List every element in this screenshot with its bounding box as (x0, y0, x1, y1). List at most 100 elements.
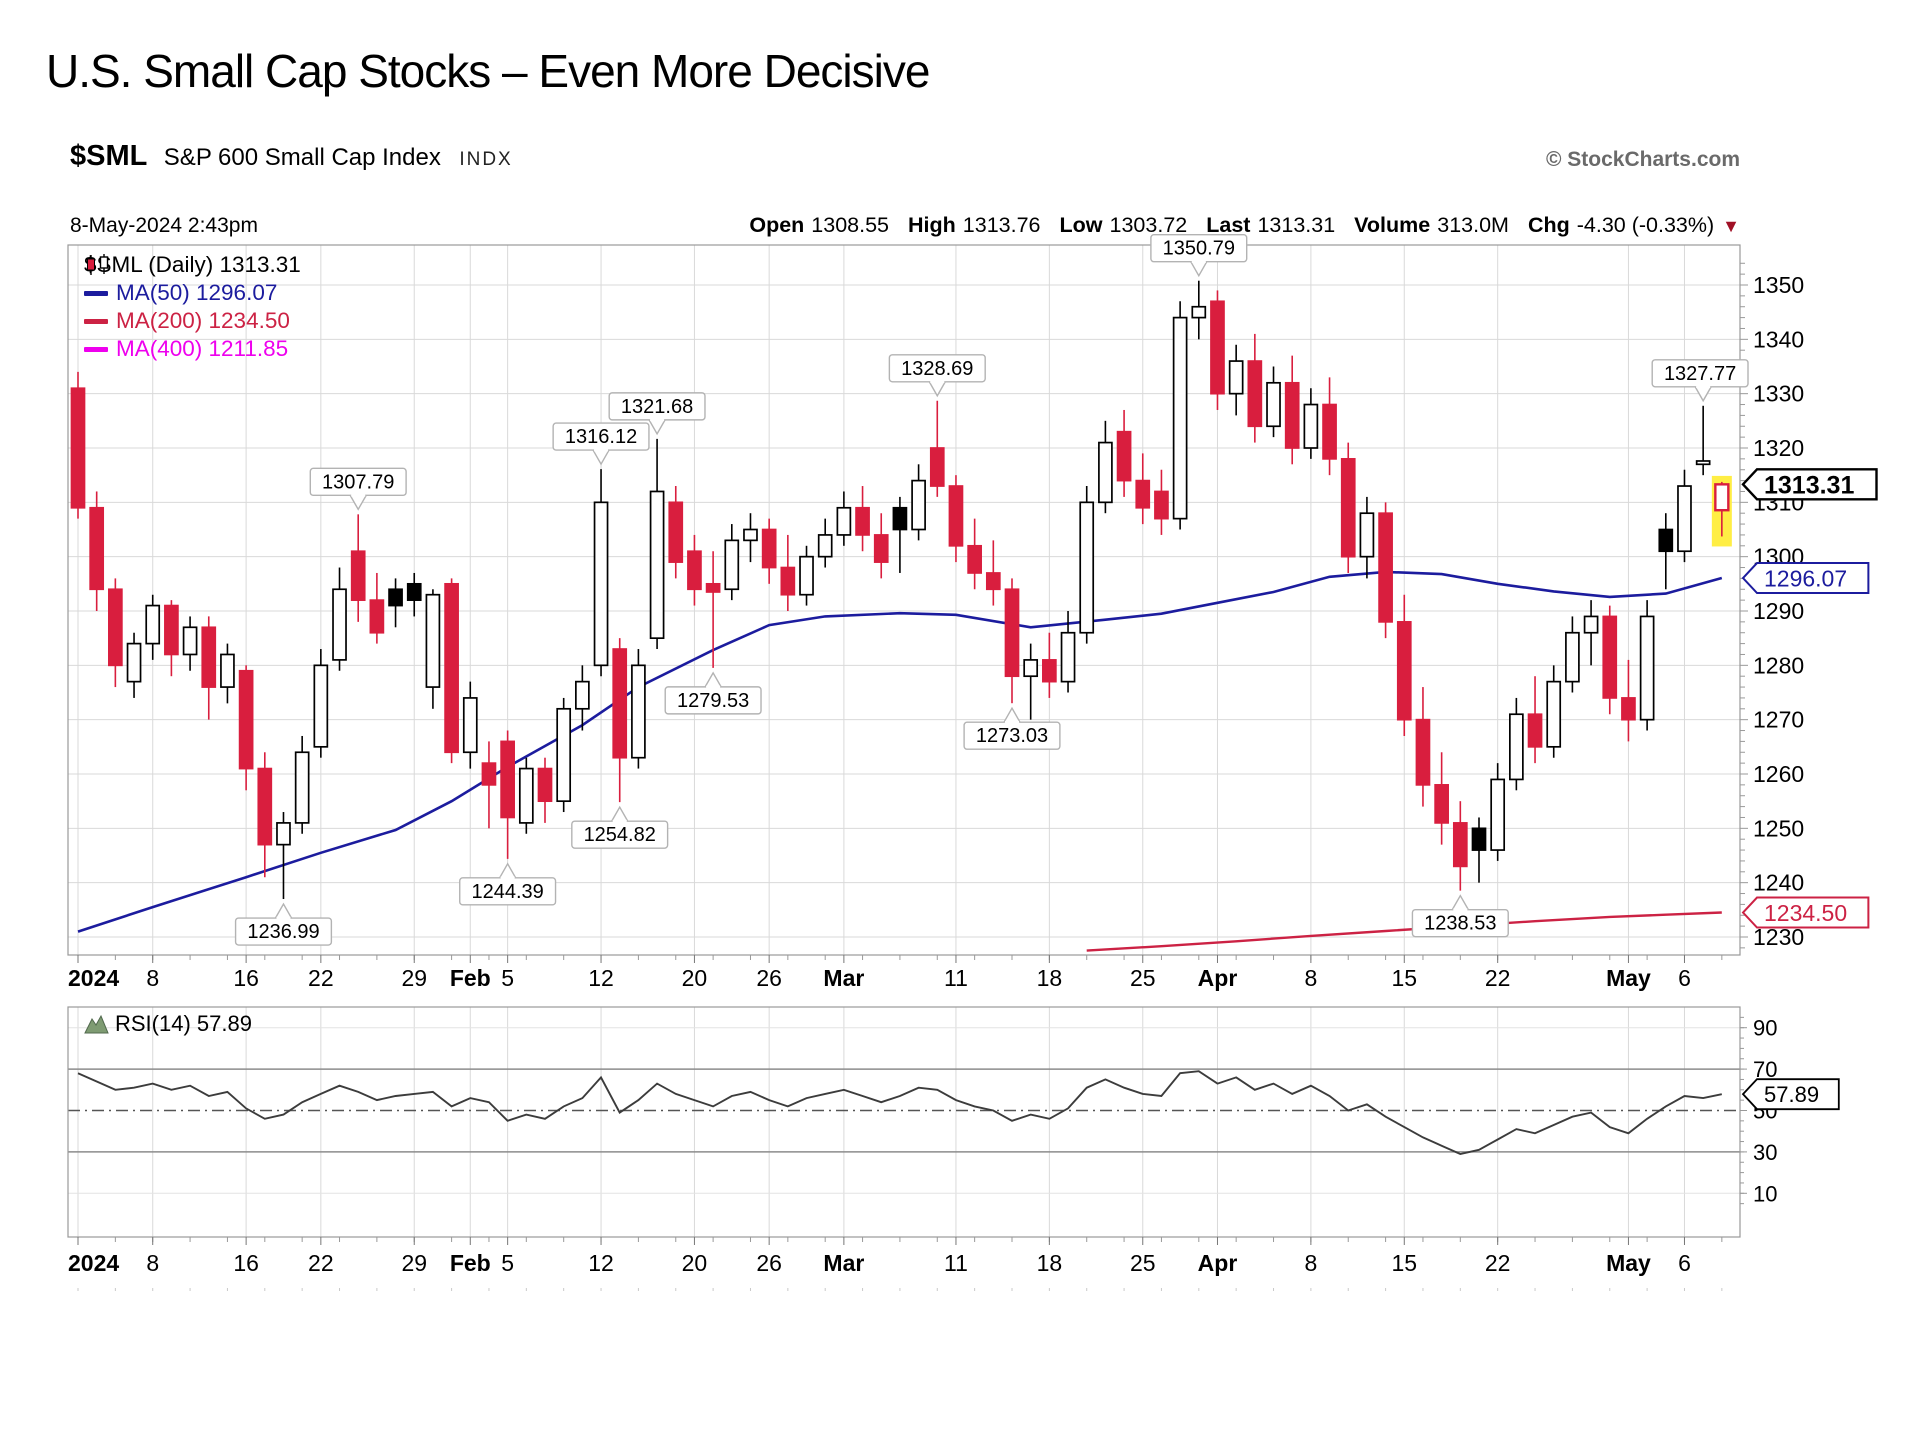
svg-text:Feb: Feb (450, 965, 491, 991)
chg-value: -4.30 (-0.33%) (1576, 213, 1715, 237)
index-name: S&P 600 Small Cap Index (163, 144, 441, 171)
svg-text:10: 10 (1753, 1181, 1777, 1206)
quote-values: Open 1308.55 High 1313.76 Low 1303.72 La… (749, 213, 1740, 238)
legend-ma50-label: MA(50) 1296.07 (116, 280, 278, 305)
legend-item-price: $SML (Daily) 1313.31 (84, 251, 301, 279)
svg-text:1290: 1290 (1753, 598, 1804, 624)
svg-text:12: 12 (588, 1250, 614, 1276)
svg-text:1296.07: 1296.07 (1764, 565, 1847, 591)
svg-text:1273.03: 1273.03 (976, 725, 1048, 747)
volume-value: 313.0M (1437, 213, 1509, 237)
last-label: Last (1206, 213, 1251, 237)
copyright: © StockCharts.com (1545, 148, 1740, 171)
legend-price-label: $SML (Daily) 1313.31 (84, 252, 301, 277)
svg-text:18: 18 (1037, 1250, 1063, 1276)
quote-datetime: 8-May-2024 2:43pm (70, 214, 258, 237)
page-title: U.S. Small Cap Stocks – Even More Decisi… (46, 45, 930, 97)
svg-text:1244.39: 1244.39 (471, 881, 543, 903)
svg-text:26: 26 (756, 965, 782, 991)
ma200-swatch (84, 318, 108, 324)
svg-text:11: 11 (944, 1250, 968, 1276)
svg-text:16: 16 (233, 1250, 259, 1276)
svg-text:1350.79: 1350.79 (1163, 238, 1235, 260)
svg-text:1260: 1260 (1753, 761, 1804, 787)
svg-text:1330: 1330 (1753, 381, 1804, 407)
legend-ma400-label: MA(400) 1211.85 (116, 336, 289, 361)
svg-text:8: 8 (146, 1250, 159, 1276)
volume-label: Volume (1354, 213, 1431, 237)
svg-text:8: 8 (1304, 965, 1317, 991)
candlestick-icon (87, 254, 109, 275)
svg-text:29: 29 (401, 965, 427, 991)
svg-text:8: 8 (1304, 1250, 1317, 1276)
open-value: 1308.55 (811, 213, 890, 237)
svg-text:22: 22 (308, 1250, 334, 1276)
svg-text:22: 22 (308, 965, 334, 991)
svg-text:57.89: 57.89 (1764, 1082, 1819, 1107)
svg-text:1320: 1320 (1753, 435, 1804, 461)
svg-text:22: 22 (1485, 965, 1511, 991)
low-label: Low (1059, 213, 1103, 237)
svg-text:2024: 2024 (68, 965, 119, 991)
quote-row: 8-May-2024 2:43pm Open 1308.55 High 1313… (70, 213, 1740, 238)
last-value: 1313.31 (1257, 213, 1336, 237)
svg-text:1316.12: 1316.12 (565, 426, 637, 448)
legend-ma200-label: MA(200) 1234.50 (116, 308, 290, 333)
svg-text:1340: 1340 (1753, 326, 1804, 352)
svg-text:Mar: Mar (823, 965, 864, 991)
svg-text:Mar: Mar (823, 1250, 864, 1276)
chart-legend: $SML (Daily) 1313.31 MA(50) 1296.07 MA(2… (84, 251, 301, 363)
symbol: $SML (70, 140, 148, 172)
svg-text:22: 22 (1485, 1250, 1511, 1276)
svg-text:1280: 1280 (1753, 652, 1804, 678)
svg-text:90: 90 (1753, 1016, 1777, 1041)
svg-text:1313.31: 1313.31 (1764, 471, 1854, 499)
svg-text:15: 15 (1391, 1250, 1417, 1276)
svg-text:1327.77: 1327.77 (1664, 363, 1736, 385)
svg-text:20: 20 (682, 965, 708, 991)
svg-text:1250: 1250 (1753, 815, 1804, 841)
exchange-label: INDX (459, 149, 513, 170)
svg-text:1270: 1270 (1753, 707, 1804, 733)
high-value: 1313.76 (962, 213, 1041, 237)
svg-text:5: 5 (501, 965, 514, 991)
svg-text:May: May (1606, 1250, 1651, 1276)
svg-text:1238.53: 1238.53 (1424, 913, 1496, 935)
legend-item-ma400: MA(400) 1211.85 (84, 335, 301, 363)
svg-text:5: 5 (501, 1250, 514, 1276)
area-chart-icon (84, 1014, 109, 1034)
rsi-legend: RSI(14) 57.89 (84, 1011, 252, 1037)
svg-text:25: 25 (1130, 965, 1156, 991)
svg-text:1350: 1350 (1753, 272, 1804, 298)
price-chart-svg: 1230124012501260127012801290130013101320… (67, 234, 1878, 991)
svg-text:70: 70 (1753, 1057, 1777, 1082)
svg-text:11: 11 (944, 965, 968, 991)
legend-item-ma50: MA(50) 1296.07 (84, 279, 301, 307)
svg-text:May: May (1606, 965, 1651, 991)
svg-text:15: 15 (1391, 965, 1417, 991)
svg-text:12: 12 (588, 965, 614, 991)
svg-text:30: 30 (1753, 1140, 1777, 1165)
svg-text:1254.82: 1254.82 (584, 824, 656, 846)
chg-label: Chg (1527, 213, 1570, 237)
high-label: High (908, 213, 956, 237)
svg-text:1234.50: 1234.50 (1764, 900, 1847, 926)
legend-item-ma200: MA(200) 1234.50 (84, 307, 301, 335)
svg-text:1236.99: 1236.99 (247, 921, 319, 943)
open-label: Open (749, 213, 805, 237)
down-arrow-icon: ▼ (1722, 216, 1740, 236)
svg-text:6: 6 (1678, 965, 1691, 991)
svg-text:1279.53: 1279.53 (677, 690, 749, 712)
svg-text:29: 29 (401, 1250, 427, 1276)
svg-text:1240: 1240 (1753, 870, 1804, 896)
svg-text:Apr: Apr (1198, 965, 1238, 991)
svg-text:2024: 2024 (68, 1250, 119, 1276)
ma50-swatch (84, 290, 108, 296)
low-value: 1303.72 (1109, 213, 1188, 237)
svg-text:Apr: Apr (1198, 1250, 1238, 1276)
svg-text:25: 25 (1130, 1250, 1156, 1276)
svg-text:1328.69: 1328.69 (901, 358, 973, 380)
svg-text:Feb: Feb (450, 1250, 491, 1276)
